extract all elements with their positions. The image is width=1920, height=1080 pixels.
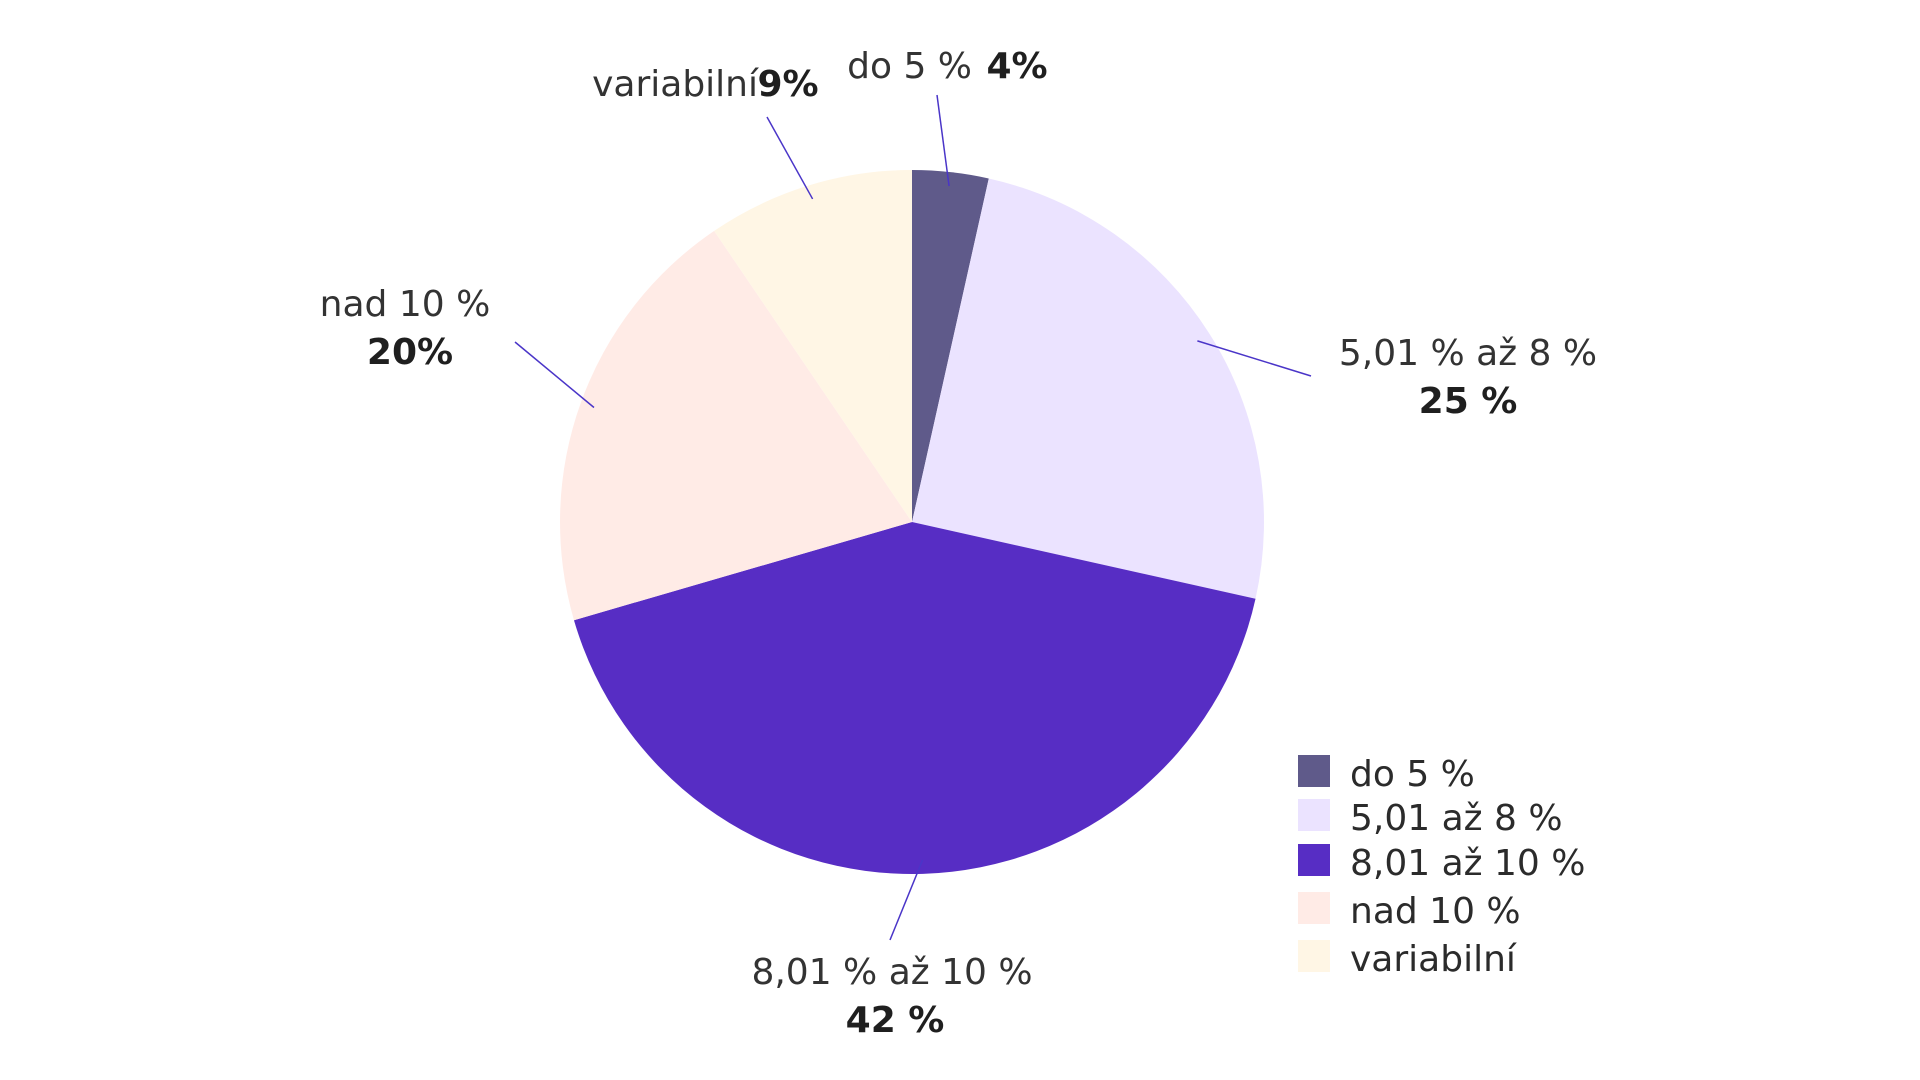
- slice-label-do5: do 5 % 4%: [847, 46, 1047, 87]
- pie-slice: [560, 230, 912, 621]
- legend-swatch: [1298, 755, 1330, 787]
- legend-item: do 5 %: [1298, 754, 1475, 795]
- slice-label-name: nad 10 %: [320, 284, 491, 325]
- slice-label-value: 20%: [367, 332, 453, 373]
- slice-label-name: variabilní: [592, 64, 759, 105]
- leader-line: [514, 341, 595, 409]
- slice-label-value: 25 %: [1419, 381, 1518, 422]
- legend-label: variabilní: [1350, 939, 1517, 980]
- legend-item: nad 10 %: [1298, 891, 1521, 932]
- legend-item: 5,01 až 8 %: [1298, 798, 1563, 839]
- slice-label-name: 8,01 % až 10 %: [751, 952, 1032, 993]
- slice-label-name: do 5 %: [847, 46, 972, 87]
- slice-label-name: 5,01 % až 8 %: [1339, 333, 1597, 374]
- legend-item: 8,01 až 10 %: [1298, 843, 1585, 884]
- slice-label-5to8: 5,01 % až 8 % 25 %: [1339, 333, 1597, 422]
- legend-label: 8,01 až 10 %: [1350, 843, 1585, 884]
- legend-swatch: [1298, 892, 1330, 924]
- slice-label-value: 42 %: [846, 1000, 945, 1041]
- leader-line: [1197, 340, 1312, 377]
- pie-slice: [912, 170, 989, 522]
- slice-label-value: 4%: [986, 46, 1047, 87]
- slice-label-value: 9%: [757, 64, 818, 105]
- pie-slice: [573, 522, 1256, 874]
- pie-slice: [912, 178, 1264, 599]
- legend-label: do 5 %: [1350, 754, 1475, 795]
- slice-label-8to10: 8,01 % až 10 % 42 %: [751, 952, 1032, 1041]
- legend-swatch: [1298, 799, 1330, 831]
- pie-slices: [560, 170, 1264, 874]
- pie-slice: [714, 170, 912, 522]
- slice-label-variabilni: variabilní 9%: [592, 64, 818, 105]
- leader-line: [889, 859, 924, 941]
- legend: do 5 % 5,01 až 8 % 8,01 až 10 % nad 10 %…: [1298, 754, 1585, 980]
- legend-item: variabilní: [1298, 939, 1517, 980]
- slice-label-nad10: nad 10 % 20%: [320, 284, 491, 373]
- legend-label: nad 10 %: [1350, 891, 1521, 932]
- legend-swatch: [1298, 940, 1330, 972]
- legend-swatch: [1298, 844, 1330, 876]
- legend-label: 5,01 až 8 %: [1350, 798, 1563, 839]
- leader-lines: [514, 94, 1312, 941]
- leader-line: [936, 94, 950, 187]
- leader-line: [766, 116, 814, 200]
